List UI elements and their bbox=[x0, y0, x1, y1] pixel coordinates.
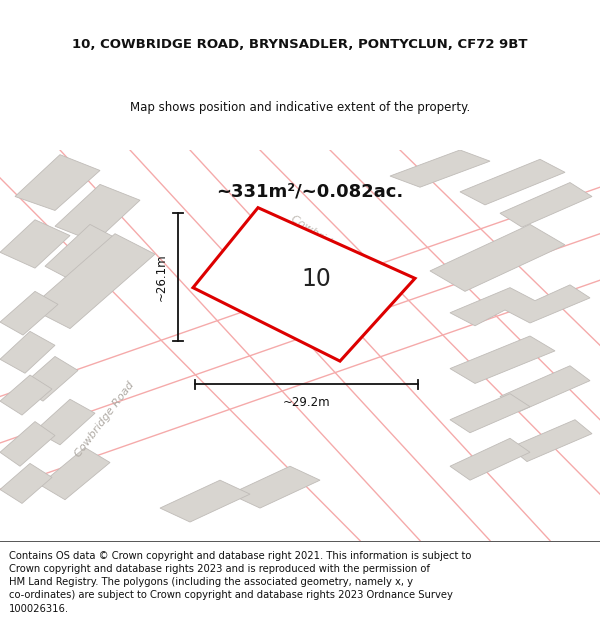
Polygon shape bbox=[0, 220, 70, 268]
Text: Contains OS data © Crown copyright and database right 2021. This information is : Contains OS data © Crown copyright and d… bbox=[9, 551, 472, 614]
Polygon shape bbox=[0, 463, 52, 503]
Polygon shape bbox=[450, 285, 590, 326]
Polygon shape bbox=[230, 466, 320, 508]
Polygon shape bbox=[430, 224, 565, 291]
Polygon shape bbox=[0, 331, 55, 373]
Polygon shape bbox=[450, 438, 530, 480]
Polygon shape bbox=[35, 399, 95, 445]
Polygon shape bbox=[450, 394, 530, 432]
Polygon shape bbox=[15, 154, 100, 211]
Text: Cowbridge Road: Cowbridge Road bbox=[289, 214, 371, 272]
Polygon shape bbox=[40, 448, 110, 500]
Polygon shape bbox=[45, 224, 120, 282]
Polygon shape bbox=[0, 375, 52, 415]
Text: 10, COWBRIDGE ROAD, BRYNSADLER, PONTYCLUN, CF72 9BT: 10, COWBRIDGE ROAD, BRYNSADLER, PONTYCLU… bbox=[72, 39, 528, 51]
Text: ~26.1m: ~26.1m bbox=[155, 253, 168, 301]
Text: Map shows position and indicative extent of the property.: Map shows position and indicative extent… bbox=[130, 101, 470, 114]
Polygon shape bbox=[500, 182, 592, 228]
Polygon shape bbox=[193, 208, 415, 361]
Text: Cowbridge Road: Cowbridge Road bbox=[73, 380, 137, 459]
Polygon shape bbox=[500, 366, 590, 411]
Text: 10: 10 bbox=[302, 267, 331, 291]
Polygon shape bbox=[20, 356, 78, 401]
Polygon shape bbox=[0, 422, 55, 466]
Polygon shape bbox=[510, 420, 592, 462]
Polygon shape bbox=[450, 336, 555, 384]
Polygon shape bbox=[0, 291, 58, 335]
Polygon shape bbox=[30, 234, 155, 329]
Polygon shape bbox=[390, 150, 490, 188]
Polygon shape bbox=[55, 184, 140, 242]
Polygon shape bbox=[460, 159, 565, 205]
Text: ~331m²/~0.082ac.: ~331m²/~0.082ac. bbox=[217, 183, 404, 201]
Text: ~29.2m: ~29.2m bbox=[283, 396, 331, 409]
Polygon shape bbox=[160, 480, 250, 522]
